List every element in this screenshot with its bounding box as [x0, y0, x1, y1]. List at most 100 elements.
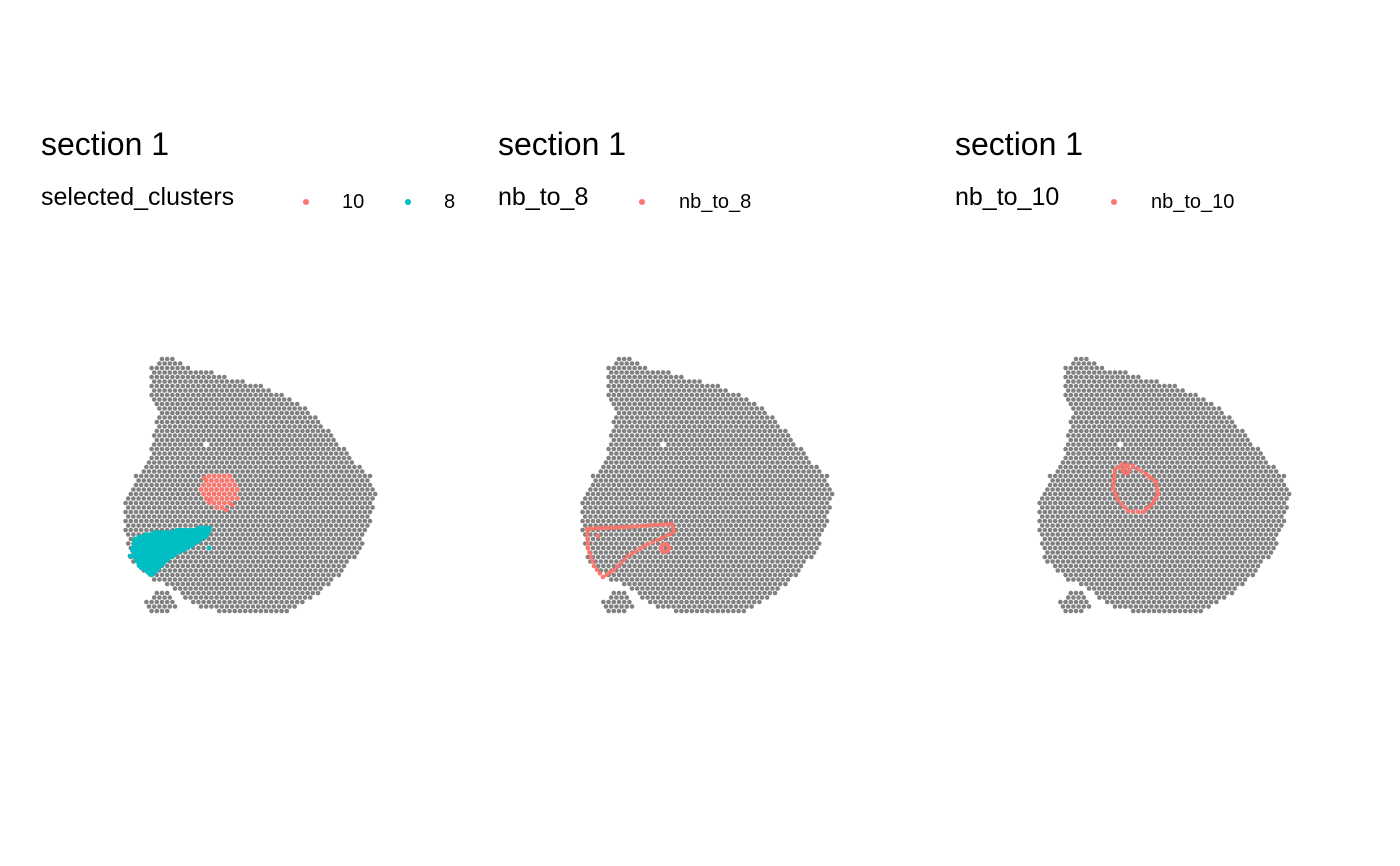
tissue-spot	[323, 550, 329, 555]
tissue-spot	[289, 500, 295, 506]
tissue-spot	[154, 374, 160, 380]
tissue-spot	[237, 527, 243, 533]
tissue-spot	[746, 518, 752, 524]
tissue-spot	[751, 563, 757, 569]
tissue-spot	[242, 599, 248, 605]
spot-10	[224, 496, 230, 501]
tissue-spot	[824, 500, 830, 506]
tissue-spot	[125, 541, 131, 546]
tissue-spot	[705, 383, 710, 389]
tissue-spot	[710, 437, 715, 443]
tissue-spot	[167, 568, 173, 573]
tissue-spot	[619, 505, 624, 510]
tissue-spot	[240, 514, 245, 519]
tissue-spot	[829, 491, 835, 497]
tissue-spot	[203, 550, 209, 555]
tissue-spot	[250, 451, 256, 456]
tissue-spot	[671, 505, 676, 510]
tissue-spot	[1198, 419, 1204, 425]
tissue-spot	[692, 397, 697, 402]
tissue-spot	[718, 424, 723, 429]
spot-nb-to-8	[650, 539, 655, 545]
tissue-spot	[663, 491, 669, 497]
tissue-spot	[253, 500, 258, 506]
tissue-spot	[245, 424, 251, 429]
spot-8	[133, 545, 139, 551]
tissue-spot	[762, 590, 767, 596]
tissue-spot	[629, 541, 635, 546]
tissue-spot	[170, 563, 175, 569]
tissue-spot	[746, 401, 752, 407]
tissue-spot	[777, 536, 783, 542]
tissue-spot	[679, 545, 684, 551]
tissue-spot	[614, 532, 619, 537]
tissue-spot	[1117, 388, 1123, 393]
tissue-spot	[806, 541, 812, 546]
tissue-spot	[629, 586, 635, 591]
tissue-spot	[300, 500, 305, 506]
tissue-spot	[305, 509, 310, 515]
tissue-spot	[725, 527, 731, 533]
tissue-spot	[313, 586, 318, 591]
tissue-spot	[684, 572, 689, 578]
tissue-spot	[167, 415, 173, 420]
tissue-spot	[219, 577, 225, 582]
tissue-spot	[715, 383, 721, 389]
tissue-spot	[692, 487, 697, 492]
tissue-spot	[767, 473, 773, 479]
tissue-spot	[723, 487, 728, 492]
tissue-spot	[645, 442, 650, 447]
tissue-spot	[1162, 401, 1167, 407]
tissue-spot	[733, 604, 739, 609]
tissue-spot	[214, 541, 219, 546]
tissue-spot	[666, 424, 671, 429]
spot-nb-to-8	[615, 564, 620, 569]
tissue-spot	[339, 568, 344, 573]
tissue-spot	[214, 460, 219, 465]
tissue-spot	[302, 487, 308, 492]
tissue-spot	[151, 469, 157, 474]
tissue-spot	[211, 572, 217, 578]
tissue-spot	[658, 437, 663, 443]
tissue-spot	[281, 595, 287, 600]
tissue-spot	[627, 599, 632, 605]
tissue-spot	[279, 518, 284, 524]
tissue-spot	[741, 599, 747, 605]
tissue-spot	[621, 464, 627, 470]
tissue-spot	[720, 554, 726, 560]
tissue-spot	[219, 532, 225, 537]
tissue-spot	[673, 590, 679, 596]
tissue-spot	[209, 568, 214, 573]
tissue-spot	[271, 397, 277, 402]
tissue-spot	[611, 401, 617, 407]
tissue-spot	[673, 446, 679, 452]
tissue-spot	[339, 541, 344, 546]
tissue-spot	[650, 505, 656, 510]
tissue-spot	[185, 518, 191, 524]
tissue-spot	[723, 541, 728, 546]
tissue-spot	[694, 518, 700, 524]
tissue-spot	[183, 559, 188, 564]
tissue-spot	[642, 464, 648, 470]
tissue-spot	[274, 536, 279, 542]
tissue-spot	[339, 514, 344, 519]
tissue-spot	[790, 442, 796, 447]
tissue-spot	[1201, 433, 1206, 438]
tissue-spot	[315, 581, 321, 587]
tissue-spot	[235, 604, 240, 609]
tissue-spot	[1141, 428, 1146, 434]
tissue-spot	[170, 509, 175, 515]
tissue-spot	[128, 509, 134, 515]
tissue-spot	[323, 478, 329, 483]
tissue-spot	[754, 559, 760, 564]
tissue-spot	[198, 388, 204, 393]
tissue-spot	[611, 572, 617, 578]
tissue-spot	[237, 590, 243, 596]
tissue-spot	[1208, 419, 1214, 425]
tissue-spot	[619, 469, 624, 474]
tissue-spot	[1081, 406, 1087, 411]
tissue-spot	[702, 469, 708, 474]
tissue-spot	[326, 536, 331, 542]
tissue-spot	[710, 383, 715, 389]
tissue-spot	[1089, 365, 1094, 371]
